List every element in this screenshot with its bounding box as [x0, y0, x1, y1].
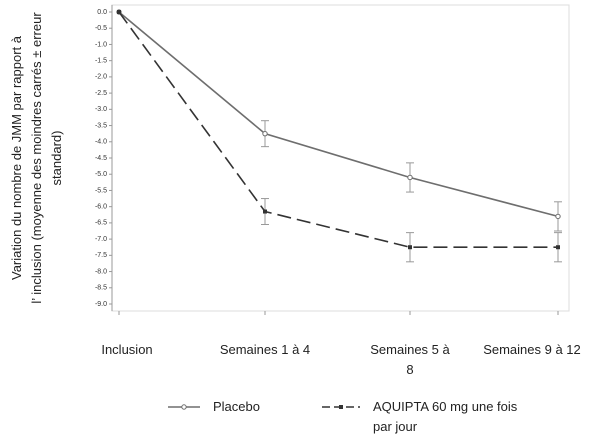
y-tick-label: -6.0 — [95, 204, 107, 211]
x-tick-label: Inclusion — [101, 342, 153, 357]
point — [408, 245, 412, 250]
point — [555, 213, 561, 220]
y-tick-label: 0.0 — [97, 9, 107, 16]
y-tick-label: -2.0 — [95, 74, 107, 81]
y-tick-label: -5.0 — [95, 171, 107, 178]
x-tick-label: Semaines 5 à 8 — [370, 342, 450, 377]
legend-label: AQUIPTA 60 mg une fois par jour — [373, 399, 518, 434]
point — [407, 174, 413, 181]
plot-frame — [111, 4, 570, 312]
point — [262, 130, 268, 137]
y-tick-label: -4.0 — [95, 139, 107, 146]
point — [556, 245, 560, 250]
y-tick-label: -6.5 — [95, 220, 107, 227]
point — [117, 10, 121, 14]
x-tick-label: Semaines 9 à 12 — [483, 342, 581, 357]
y-tick-label: -7.5 — [95, 252, 107, 259]
legend-label: Placebo — [213, 399, 260, 414]
y-tick-label: -0.5 — [95, 25, 107, 32]
y-axis-label-line: l’ inclusion (moyenne des moindres carré… — [29, 12, 44, 304]
series-line — [118, 11, 558, 249]
y-tick-label: -4.5 — [95, 155, 107, 162]
y-tick-label: -3.5 — [95, 122, 107, 129]
y-tick-label: -5.5 — [95, 187, 107, 194]
y-tick-label: -7.0 — [95, 236, 107, 243]
y-tick-label: -8.0 — [95, 268, 107, 275]
legend-marker — [181, 404, 187, 410]
y-tick-label: -1.5 — [95, 58, 107, 65]
x-tick-label: Semaines 1 à 4 — [219, 342, 311, 357]
y-tick-label: -3.0 — [95, 106, 107, 113]
y-tick-label: -1.0 — [95, 41, 107, 48]
y-tick-label: -8.5 — [95, 285, 107, 292]
y-tick-label: -2.5 — [95, 90, 107, 97]
point — [263, 209, 267, 214]
y-tick-label: -9.0 — [95, 301, 107, 308]
y-axis-label-line: Variation du nombre de JMM par rapport à — [9, 35, 24, 280]
series-line — [118, 11, 559, 218]
legend-marker — [339, 405, 343, 409]
y-axis-label: Variation du nombre de JMM par rapport à… — [9, 12, 64, 304]
y-axis-label-line: standard) — [49, 131, 64, 186]
